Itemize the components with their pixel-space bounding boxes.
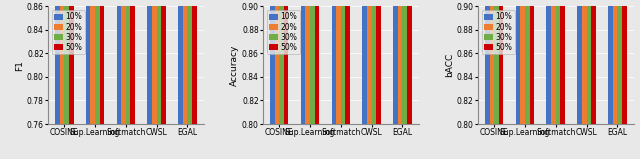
Bar — [407, 0, 412, 124]
Bar — [367, 0, 372, 124]
Bar — [275, 0, 279, 124]
Bar — [525, 0, 529, 124]
Bar — [529, 0, 534, 124]
Bar — [121, 0, 126, 124]
Bar — [494, 0, 499, 124]
Bar — [188, 0, 192, 124]
Bar — [485, 0, 490, 124]
Bar — [95, 0, 100, 124]
Bar — [161, 0, 166, 124]
Bar — [183, 0, 188, 124]
Bar — [55, 0, 60, 124]
Bar — [178, 0, 183, 124]
Bar — [310, 0, 315, 124]
Bar — [157, 0, 161, 124]
Bar — [116, 0, 121, 124]
Bar — [362, 0, 367, 124]
Bar — [551, 0, 556, 124]
Bar — [126, 0, 131, 124]
Bar — [516, 0, 520, 124]
Bar — [86, 0, 90, 124]
Bar — [393, 0, 397, 124]
Bar — [376, 0, 381, 124]
Bar — [372, 0, 376, 124]
Bar — [64, 0, 69, 124]
Bar — [341, 0, 346, 124]
Bar — [60, 0, 64, 124]
Bar — [301, 0, 305, 124]
Bar — [279, 0, 284, 124]
Bar — [582, 0, 586, 124]
Bar — [270, 0, 275, 124]
Bar — [284, 0, 289, 124]
Y-axis label: bACC: bACC — [445, 53, 454, 77]
Bar — [305, 0, 310, 124]
Bar — [332, 0, 336, 124]
Legend: 10%, 20%, 30%, 50%: 10%, 20%, 30%, 50% — [482, 10, 515, 54]
Y-axis label: Accuracy: Accuracy — [230, 45, 239, 86]
Bar — [100, 0, 104, 124]
Bar — [346, 0, 350, 124]
Bar — [547, 0, 551, 124]
Bar — [608, 0, 612, 124]
Bar — [69, 0, 74, 124]
Y-axis label: F1: F1 — [15, 60, 24, 71]
Legend: 10%, 20%, 30%, 50%: 10%, 20%, 30%, 50% — [267, 10, 300, 54]
Bar — [561, 0, 565, 124]
Bar — [586, 0, 591, 124]
Bar — [622, 0, 627, 124]
Bar — [591, 0, 596, 124]
Bar — [131, 0, 135, 124]
Bar — [152, 0, 157, 124]
Bar — [618, 0, 622, 124]
Bar — [90, 0, 95, 124]
Legend: 10%, 20%, 30%, 50%: 10%, 20%, 30%, 50% — [52, 10, 84, 54]
Bar — [397, 0, 403, 124]
Bar — [490, 0, 494, 124]
Bar — [499, 0, 504, 124]
Bar — [577, 0, 582, 124]
Bar — [192, 0, 196, 124]
Bar — [336, 0, 341, 124]
Bar — [556, 0, 561, 124]
Bar — [520, 0, 525, 124]
Bar — [147, 0, 152, 124]
Bar — [315, 0, 319, 124]
Bar — [403, 0, 407, 124]
Bar — [612, 0, 618, 124]
